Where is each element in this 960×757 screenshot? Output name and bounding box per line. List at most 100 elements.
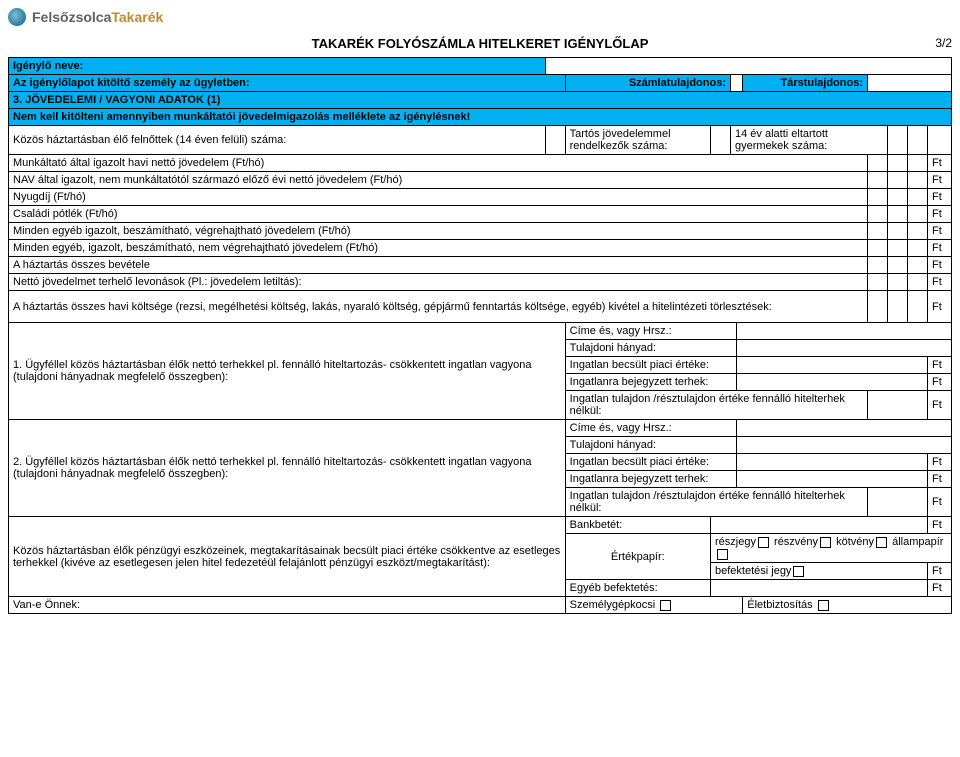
input-r8-b[interactable] <box>888 274 908 291</box>
label-bankbetet: Bankbetét: <box>565 517 710 534</box>
input-r4-b[interactable] <box>888 206 908 223</box>
input-kozos-felnott[interactable] <box>545 126 565 155</box>
label-row-5: Minden egyéb igazolt, beszámítható, végr… <box>9 223 868 240</box>
input-prop1-tulajdoni[interactable] <box>737 340 952 357</box>
checkbox-reszveny[interactable] <box>820 537 831 548</box>
input-r7-c[interactable] <box>908 257 928 274</box>
label-row-9: A háztartás összes havi költsége (rezsi,… <box>9 291 868 323</box>
label-ertekpapir: Értékpapír: <box>565 534 710 580</box>
input-eltartott-2[interactable] <box>908 126 928 155</box>
input-r3-a[interactable] <box>868 189 888 206</box>
input-r2-c[interactable] <box>908 172 928 189</box>
input-r1-c[interactable] <box>908 155 928 172</box>
label-tarstulajdonos: Társtulajdonos: <box>743 75 868 92</box>
label-prop1-bejegyzett: Ingatlanra bejegyzett terhek: <box>565 374 736 391</box>
option-gepkocsi: Személygépkocsi <box>565 597 743 614</box>
unit-ft: Ft <box>928 240 952 257</box>
checkbox-gepkocsi[interactable] <box>660 600 671 611</box>
unit-ft: Ft <box>928 291 952 323</box>
checkbox-allampapir[interactable] <box>717 549 728 560</box>
input-prop1-cim[interactable] <box>737 323 952 340</box>
input-r5-a[interactable] <box>868 223 888 240</box>
unit-ft: Ft <box>928 155 952 172</box>
input-eltartott-1[interactable] <box>888 126 908 155</box>
label-prop2-cim: Címe és, vagy Hrsz.: <box>565 420 736 437</box>
label-prop2: 2. Ügyféllel közös háztartásban élők net… <box>9 420 566 517</box>
section-subheading: Nem kell kitölteni amennyiben munkáltató… <box>9 109 952 126</box>
input-prop2-cim[interactable] <box>737 420 952 437</box>
page-number: 3/2 <box>935 36 952 50</box>
input-r9-b[interactable] <box>888 291 908 323</box>
label-prop1-becsult: Ingatlan becsült piaci értéke: <box>565 357 736 374</box>
input-r2-a[interactable] <box>868 172 888 189</box>
input-tartos-jov[interactable] <box>711 126 731 155</box>
unit-ft: Ft <box>928 374 952 391</box>
unit-ft: Ft <box>928 357 952 374</box>
label-row-7: A háztartás összes bevétele <box>9 257 868 274</box>
input-prop2-resz[interactable] <box>868 488 928 517</box>
input-r9-c[interactable] <box>908 291 928 323</box>
unit-ft: Ft <box>928 257 952 274</box>
input-prop1-becsult[interactable] <box>737 357 928 374</box>
logo: FelsőzsolcaTakarék <box>8 8 952 26</box>
input-r8-a[interactable] <box>868 274 888 291</box>
input-r1-b[interactable] <box>888 155 908 172</box>
logo-text: FelsőzsolcaTakarék <box>32 9 163 25</box>
label-row-8: Nettó jövedelmet terhelő levonások (Pl.:… <box>9 274 868 291</box>
form-table: Igénylő neve: Az igénylőlapot kitöltő sz… <box>8 57 952 614</box>
label-kitolto: Az igénylőlapot kitöltő személy az ügyle… <box>9 75 566 92</box>
input-r4-c[interactable] <box>908 206 928 223</box>
input-prop2-bejegyzett[interactable] <box>737 471 928 488</box>
label-prop1-tulajdoni: Tulajdoni hányad: <box>565 340 736 357</box>
checkbox-eletbizt[interactable] <box>818 600 829 611</box>
ertekpapir-options-2: befektetési jegy <box>711 563 928 580</box>
unit-ft: Ft <box>928 189 952 206</box>
unit-ft: Ft <box>928 471 952 488</box>
input-r6-c[interactable] <box>908 240 928 257</box>
input-r8-c[interactable] <box>908 274 928 291</box>
checkbox-befjegy[interactable] <box>793 566 804 577</box>
label-van-e: Van-e Önnek: <box>9 597 566 614</box>
label-prop2-resz: Ingatlan tulajdon /résztulajdon értéke f… <box>565 488 867 517</box>
input-tarstulajdonos[interactable] <box>868 75 952 92</box>
input-r9-a[interactable] <box>868 291 888 323</box>
label-egyeb-bef: Egyéb befektetés: <box>565 580 710 597</box>
label-eltartott: 14 év alatti eltartott gyermekek száma: <box>731 126 888 155</box>
logo-icon <box>8 8 26 26</box>
checkbox-reszjegy[interactable] <box>758 537 769 548</box>
label-kozos-felnott: Közös háztartásban élő felnőttek (14 éve… <box>9 126 546 155</box>
unit-ft: Ft <box>928 274 952 291</box>
input-r3-b[interactable] <box>888 189 908 206</box>
label-szamlatulajdonos: Számlatulajdonos: <box>565 75 730 92</box>
input-prop1-resz[interactable] <box>868 391 928 420</box>
ertekpapir-options-1: részjegy részvény kötvény állampapír <box>711 534 952 563</box>
option-eletbizt: Életbiztosítás <box>743 597 952 614</box>
input-r1-a[interactable] <box>868 155 888 172</box>
input-prop2-tulajdoni[interactable] <box>737 437 952 454</box>
input-r3-c[interactable] <box>908 189 928 206</box>
input-szamlatulajdonos[interactable] <box>731 75 743 92</box>
unit-ft: Ft <box>928 580 952 597</box>
input-r2-b[interactable] <box>888 172 908 189</box>
label-igenylo-neve: Igénylő neve: <box>9 58 546 75</box>
unit-ft: Ft <box>928 206 952 223</box>
input-egyeb-bef[interactable] <box>711 580 928 597</box>
input-r7-a[interactable] <box>868 257 888 274</box>
unit-ft: Ft <box>928 454 952 471</box>
section-heading: 3. JÖVEDELEMI / VAGYONI ADATOK (1) <box>9 92 952 109</box>
input-eltartott-3[interactable] <box>928 126 952 155</box>
input-r5-c[interactable] <box>908 223 928 240</box>
label-prop1-resz: Ingatlan tulajdon /résztulajdon értéke f… <box>565 391 867 420</box>
label-row-1: Munkáltató által igazolt havi nettó jöve… <box>9 155 868 172</box>
input-r7-b[interactable] <box>888 257 908 274</box>
input-r6-a[interactable] <box>868 240 888 257</box>
input-r5-b[interactable] <box>888 223 908 240</box>
page-title: TAKARÉK FOLYÓSZÁMLA HITELKERET IGÉNYLŐLA… <box>312 36 649 51</box>
input-prop2-becsult[interactable] <box>737 454 928 471</box>
checkbox-kotveny[interactable] <box>876 537 887 548</box>
input-igenylo-neve[interactable] <box>545 58 951 75</box>
input-bankbetet[interactable] <box>711 517 928 534</box>
input-prop1-bejegyzett[interactable] <box>737 374 928 391</box>
input-r6-b[interactable] <box>888 240 908 257</box>
input-r4-a[interactable] <box>868 206 888 223</box>
